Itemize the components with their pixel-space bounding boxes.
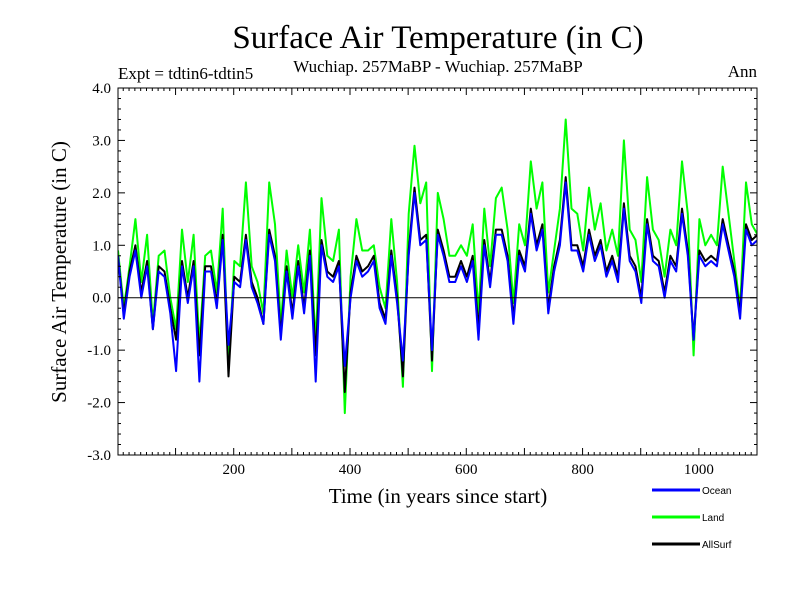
y-tick-label: -3.0 [87, 448, 111, 464]
y-tick-label: 0.0 [92, 291, 111, 307]
legend-label-ocean: Ocean [702, 486, 731, 497]
ticks-layer: 200 400 600 800 1000 -3.0 -2.0 -1.0 0.0 1.0 2.0 3.0… [87, 81, 758, 478]
y-tick-label: 1.0 [92, 238, 111, 254]
legend: Ocean Land AllSurf [652, 486, 732, 551]
plot-area [118, 118, 757, 415]
chart-title: Surface Air Temperature (in C) [232, 20, 643, 56]
plot-frame [117, 87, 758, 456]
series-layer [118, 118, 757, 415]
x-tick-label: 1000 [684, 462, 714, 478]
experiment-label: Expt = tdtin6-tdtin5 [118, 64, 253, 83]
legend-label-allsurf: AllSurf [702, 540, 732, 551]
y-tick-label: 2.0 [92, 186, 111, 202]
legend-label-land: Land [702, 513, 724, 524]
x-tick-label: 200 [222, 462, 245, 478]
x-tick-label: 600 [455, 462, 478, 478]
series-line-ocean [118, 181, 757, 383]
x-tick-label: 800 [571, 462, 594, 478]
y-tick-label: 3.0 [92, 133, 111, 149]
y-tick-label: -2.0 [87, 396, 111, 412]
y-axis-label: Surface Air Temperature (in C) [47, 141, 71, 403]
period-label: Wuchiap. 257MaBP - Wuchiap. 257MaBP [293, 57, 583, 76]
x-tick-label: 400 [339, 462, 362, 478]
y-tick-label: -1.0 [87, 343, 111, 359]
season-label: Ann [728, 62, 758, 81]
x-axis-label: Time (in years since start) [329, 484, 548, 508]
y-tick-label: 4.0 [92, 81, 111, 97]
